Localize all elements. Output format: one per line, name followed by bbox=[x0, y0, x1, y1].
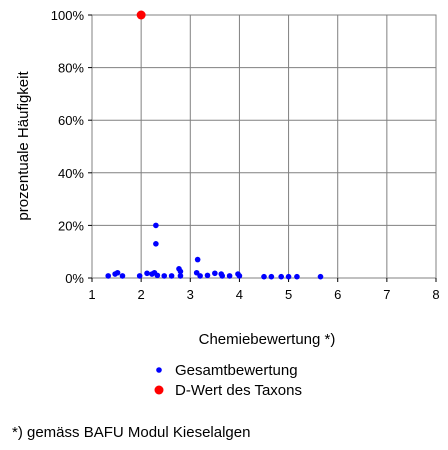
x-axis-label: Chemiebewertung *) bbox=[199, 331, 336, 348]
grid-lines bbox=[92, 15, 436, 278]
gesamtbewertung-point bbox=[105, 273, 112, 279]
legend-marker-d-wert bbox=[154, 385, 164, 395]
x-tick-label: 6 bbox=[334, 287, 341, 302]
x-tick-label: 3 bbox=[187, 287, 194, 302]
x-tick-label: 7 bbox=[383, 287, 390, 302]
y-tick-label: 60% bbox=[58, 113, 84, 128]
y-tick-label: 100% bbox=[51, 8, 85, 23]
gesamtbewertung-point bbox=[114, 269, 121, 276]
gesamtbewertung-point bbox=[177, 268, 184, 275]
gesamtbewertung-point bbox=[219, 273, 226, 279]
gesamtbewertung-point bbox=[136, 273, 143, 279]
gesamtbewertung-point bbox=[194, 256, 201, 263]
y-tick-label: 80% bbox=[58, 61, 84, 76]
x-tick-label: 2 bbox=[138, 287, 145, 302]
gesamtbewertung-point bbox=[317, 273, 324, 280]
legend-marker-gesamtbewertung bbox=[156, 367, 162, 373]
y-tick-label: 40% bbox=[58, 166, 84, 181]
y-tick-label: 20% bbox=[58, 218, 84, 233]
gesamtbewertung-point bbox=[212, 270, 218, 277]
gesamtbewertung-point bbox=[294, 273, 300, 280]
gesamtbewertung-point bbox=[204, 272, 211, 279]
legend: Gesamtbewertung D-Wert des Taxons bbox=[154, 362, 302, 399]
gesamtbewertung-point bbox=[154, 272, 161, 279]
gesamtbewertung-point bbox=[226, 273, 233, 279]
gesamtbewertung-point bbox=[236, 273, 243, 279]
data-points bbox=[105, 10, 324, 280]
gesamtbewertung-point bbox=[168, 273, 175, 279]
x-tick-label: 4 bbox=[236, 287, 243, 302]
gesamtbewertung-point bbox=[278, 273, 285, 280]
x-tick-label: 5 bbox=[285, 287, 292, 302]
gesamtbewertung-point bbox=[153, 241, 159, 247]
gesamtbewertung-point bbox=[161, 273, 168, 279]
gesamtbewertung-point bbox=[197, 273, 203, 279]
plot-area bbox=[92, 15, 436, 278]
d-wert-point bbox=[136, 10, 146, 20]
y-axis-label: prozentuale Häufigkeit bbox=[15, 71, 32, 221]
gesamtbewertung-point bbox=[144, 270, 150, 277]
gesamtbewertung-point bbox=[268, 273, 275, 280]
y-axis-ticks: 0% 20% 40% 60% 80% 100% bbox=[51, 8, 92, 286]
legend-label-gesamtbewertung: Gesamtbewertung bbox=[175, 362, 298, 379]
footnote: *) gemäss BAFU Modul Kieselalgen bbox=[12, 424, 251, 441]
x-axis-ticks: 1 2 3 4 5 6 7 8 bbox=[88, 278, 440, 302]
x-tick-label: 1 bbox=[88, 287, 95, 302]
x-tick-label: 8 bbox=[432, 287, 439, 302]
gesamtbewertung-point bbox=[177, 273, 184, 279]
legend-label-d-wert: D-Wert des Taxons bbox=[175, 382, 302, 399]
gesamtbewertung-point bbox=[153, 222, 159, 229]
gesamtbewertung-point bbox=[261, 273, 267, 280]
gesamtbewertung-point bbox=[119, 273, 126, 279]
y-tick-label: 0% bbox=[65, 271, 84, 286]
gesamtbewertung-point bbox=[285, 273, 292, 280]
